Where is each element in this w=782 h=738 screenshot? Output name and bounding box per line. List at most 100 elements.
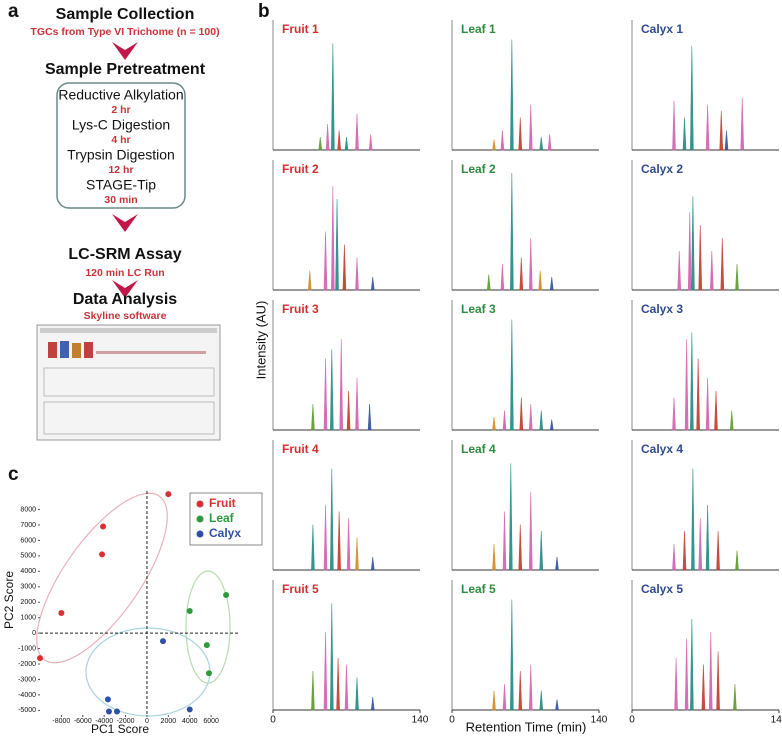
panel-title: Leaf 1 — [461, 22, 496, 36]
peak — [539, 136, 544, 151]
legend-marker — [196, 515, 204, 523]
peak — [519, 397, 524, 431]
substep-time: 30 min — [104, 194, 137, 206]
panel-label: b — [258, 1, 270, 22]
peak — [691, 468, 695, 571]
x-tick-label: 4000 — [182, 718, 198, 725]
step-title: Sample Pretreatment — [45, 61, 206, 78]
peak — [492, 543, 496, 571]
x-tick-label: 140 — [591, 715, 608, 726]
peak — [370, 556, 375, 571]
flow-decoration — [36, 42, 221, 441]
peak — [355, 377, 359, 431]
point — [165, 491, 172, 498]
y-axis-label: Intensity (AU) — [253, 301, 268, 380]
y-tick-label: 4000 — [20, 568, 36, 575]
y-tick-label: -3000 — [18, 676, 36, 683]
panel-label: a — [8, 1, 19, 22]
panel-title: Calyx 1 — [641, 22, 683, 36]
step-detail: TGCs from Type VI Trichome (n = 100) — [30, 26, 219, 38]
y-tick-label: -4000 — [18, 692, 36, 699]
peak — [549, 419, 554, 431]
peak — [486, 274, 491, 291]
point — [186, 706, 193, 713]
peak — [331, 43, 335, 151]
peak — [500, 263, 505, 291]
panel-title: Calyx 5 — [641, 582, 683, 596]
peak — [510, 319, 514, 431]
x-axis-label: Retention Time (min) — [466, 719, 587, 734]
step-detail: Skyline software — [84, 310, 167, 322]
x-tick-label: 140 — [771, 715, 782, 726]
peak — [492, 690, 496, 711]
peak — [684, 638, 689, 711]
peak — [708, 631, 713, 711]
panel-title: Leaf 3 — [461, 302, 496, 316]
peak — [705, 377, 710, 431]
peak — [690, 45, 694, 151]
peak — [538, 270, 543, 291]
thumbnail-bar — [84, 342, 93, 358]
peak — [724, 130, 729, 151]
y-tick-label: 6000 — [20, 537, 36, 544]
panel-title: Leaf 4 — [461, 442, 496, 456]
y-tick-label: 2000 — [20, 599, 36, 606]
y-tick-label: 8000 — [20, 506, 36, 513]
peak — [337, 130, 341, 151]
peak — [705, 104, 710, 151]
x-tick-label: 0 — [449, 715, 455, 726]
peak — [311, 524, 315, 571]
peak — [714, 390, 718, 431]
peak — [674, 657, 678, 711]
peak — [687, 211, 692, 291]
point — [114, 708, 121, 715]
y-tick-label: -2000 — [18, 661, 36, 668]
peak — [677, 250, 682, 291]
y-tick-label: -1000 — [18, 645, 36, 652]
y-tick-label: 0 — [32, 630, 36, 637]
point — [159, 638, 166, 645]
peak — [502, 511, 507, 571]
peak — [539, 530, 544, 571]
peak — [325, 123, 330, 151]
panel-title: Fruit 5 — [282, 582, 319, 596]
x-tick-label: -8000 — [52, 718, 70, 725]
peak — [555, 699, 559, 711]
point — [205, 670, 212, 677]
peak — [342, 244, 347, 291]
peak — [502, 410, 507, 431]
peak — [698, 517, 703, 571]
panel-label: c — [8, 464, 19, 485]
peak — [690, 618, 694, 711]
peak — [691, 196, 695, 291]
peak — [355, 257, 359, 291]
peak — [510, 172, 514, 291]
x-tick-label: -4000 — [95, 718, 113, 725]
peak — [318, 136, 323, 151]
peak — [336, 657, 340, 711]
thumbnail-bar — [96, 351, 206, 354]
step-title: Data Analysis — [73, 291, 177, 308]
peak — [549, 276, 554, 291]
legend-marker — [196, 530, 204, 538]
peak — [367, 403, 372, 431]
peak — [329, 349, 334, 431]
peak — [502, 683, 507, 711]
arrow — [112, 42, 138, 60]
pretreatment-box — [56, 82, 186, 209]
peak — [720, 237, 725, 291]
substep-time: 12 hr — [108, 164, 133, 176]
peak — [355, 677, 359, 711]
thumbnail-grid — [43, 367, 215, 397]
x-tick-label: 140 — [412, 715, 429, 726]
peak — [337, 511, 341, 571]
peak — [735, 263, 739, 291]
substep-name: STAGE-Tip — [86, 177, 156, 193]
arrow — [112, 214, 138, 232]
x-tick-label: 0 — [270, 715, 276, 726]
peak — [346, 517, 351, 571]
peak — [346, 390, 351, 431]
peak — [672, 543, 676, 571]
peak — [368, 134, 373, 151]
